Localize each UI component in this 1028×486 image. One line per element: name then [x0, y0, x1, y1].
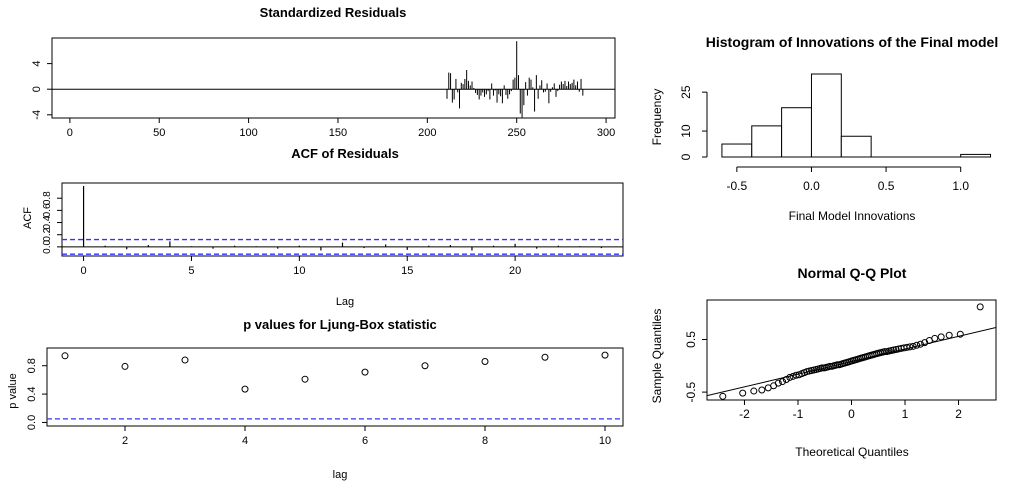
qq-point [739, 389, 747, 397]
hist-ytick-label: 0 [679, 153, 693, 160]
panel3-ytick-label: 0.8 [26, 358, 38, 373]
panel1-title: Standardized Residuals [260, 5, 407, 20]
panel3-title: p values for Ljung-Box statistic [243, 317, 437, 332]
panel2-ytick-label: 0.8 [42, 191, 53, 205]
panel4-title: Histogram of Innovations of the Final mo… [706, 34, 998, 50]
histogram-bar [960, 153, 992, 158]
histogram-bar [840, 135, 872, 158]
qq-point [782, 375, 790, 383]
histogram-bar [751, 125, 783, 158]
hist-ytick-label: 10 [679, 124, 693, 138]
qq-point [945, 331, 953, 339]
panel2-xtick-label: 10 [293, 265, 305, 277]
panel4-xlabel: Final Model Innovations [789, 209, 916, 223]
qq-point [895, 345, 903, 353]
qq-xtick-label: -2 [739, 407, 750, 421]
hist-xtick-label: 1.0 [952, 179, 969, 193]
panel1-ytick-label: 0 [31, 86, 43, 92]
qq-point [786, 373, 794, 381]
hist-xtick-label: 0.0 [803, 179, 820, 193]
qq-xtick-label: 0 [848, 407, 855, 421]
qq-xtick-label: -1 [793, 407, 804, 421]
qq-ytick-label: 0.5 [684, 331, 698, 348]
panel2-ytick-label: 0.6 [42, 203, 53, 217]
histogram-bar [721, 143, 753, 158]
qq-point [758, 386, 766, 394]
panel2-xtick-label: 15 [401, 265, 413, 277]
qq-point [906, 343, 914, 351]
qq-point [909, 342, 917, 350]
hist-xtick-label: 0.5 [878, 179, 895, 193]
pvalue-point [61, 352, 69, 360]
panel3-xtick-label: 6 [362, 435, 368, 447]
panel2-ylabel: ACF [22, 207, 34, 229]
pvalue-point [301, 375, 309, 383]
panel2-frame [61, 182, 624, 257]
panel1-xtick-label: 50 [153, 127, 165, 139]
panel1-xtick-label: 0 [67, 127, 73, 139]
panel1-xtick-label: 200 [418, 127, 436, 139]
hist-xtick-label: -0.5 [727, 179, 748, 193]
qq-xtick-label: 1 [902, 407, 909, 421]
pvalue-point [481, 357, 489, 365]
qq-ytick-label: -0.5 [684, 381, 698, 402]
panel1-frame [51, 37, 616, 119]
panel5-ylabel: Sample Quantiles [650, 309, 664, 404]
panel3-xlabel: lag [333, 469, 348, 481]
qq-point [881, 348, 889, 356]
qq-point [719, 392, 727, 400]
panel3-ytick-label: 0.4 [26, 386, 38, 401]
pvalue-point [541, 353, 549, 361]
pvalue-point [241, 385, 249, 393]
qq-point [892, 345, 900, 353]
pvalue-point [181, 356, 189, 364]
panel3-ytick-label: 0.0 [26, 415, 38, 430]
qq-point [931, 334, 939, 342]
panel3-xtick-label: 8 [482, 435, 488, 447]
qq-point [774, 379, 782, 387]
qq-point [956, 330, 964, 338]
qq-point [937, 333, 945, 341]
panel1-xtick-label: 300 [597, 127, 615, 139]
panel2-xtick-label: 20 [509, 265, 521, 277]
panel4-ylabel: Frequency [650, 89, 664, 146]
qq-point [779, 378, 787, 386]
pvalue-point [421, 362, 429, 370]
qq-point [976, 303, 984, 311]
panel1-ytick-label: -4 [31, 110, 43, 120]
panel2-ytick-label: 0.4 [42, 215, 53, 229]
panel3-xtick-label: 2 [122, 435, 128, 447]
panel1-xtick-label: 150 [329, 127, 347, 139]
panel3-xtick-label: 4 [242, 435, 248, 447]
histogram-bar [810, 73, 842, 158]
qq-point [750, 387, 758, 395]
hist-ytick-label: 25 [679, 85, 693, 99]
panel3-frame [46, 347, 624, 427]
panel2-xlabel: Lag [336, 296, 354, 308]
panel5-xlabel: Theoretical Quantiles [795, 445, 908, 459]
qq-reference-line [707, 326, 996, 397]
panel1-ytick-label: 4 [31, 61, 43, 67]
panel2-xtick-label: 5 [188, 265, 194, 277]
panel2-title: ACF of Residuals [291, 146, 399, 161]
panel1-xtick-label: 100 [239, 127, 257, 139]
panel5-title: Normal Q-Q Plot [798, 265, 907, 281]
panel2-xtick-label: 0 [81, 265, 87, 277]
panel3-xtick-label: 10 [599, 435, 611, 447]
panel2-ytick-label: 0.2 [42, 227, 53, 241]
panel2-ytick-label: 0.0 [42, 239, 53, 253]
histogram-bar [781, 107, 812, 158]
pvalue-point [361, 368, 369, 376]
qq-point [913, 341, 921, 349]
pvalue-point [601, 351, 609, 359]
panel1-xtick-label: 250 [508, 127, 526, 139]
pvalue-point [121, 362, 129, 370]
panel3-ylabel: p value [7, 373, 19, 408]
qq-xtick-label: 2 [955, 407, 962, 421]
qq-point [916, 340, 924, 348]
